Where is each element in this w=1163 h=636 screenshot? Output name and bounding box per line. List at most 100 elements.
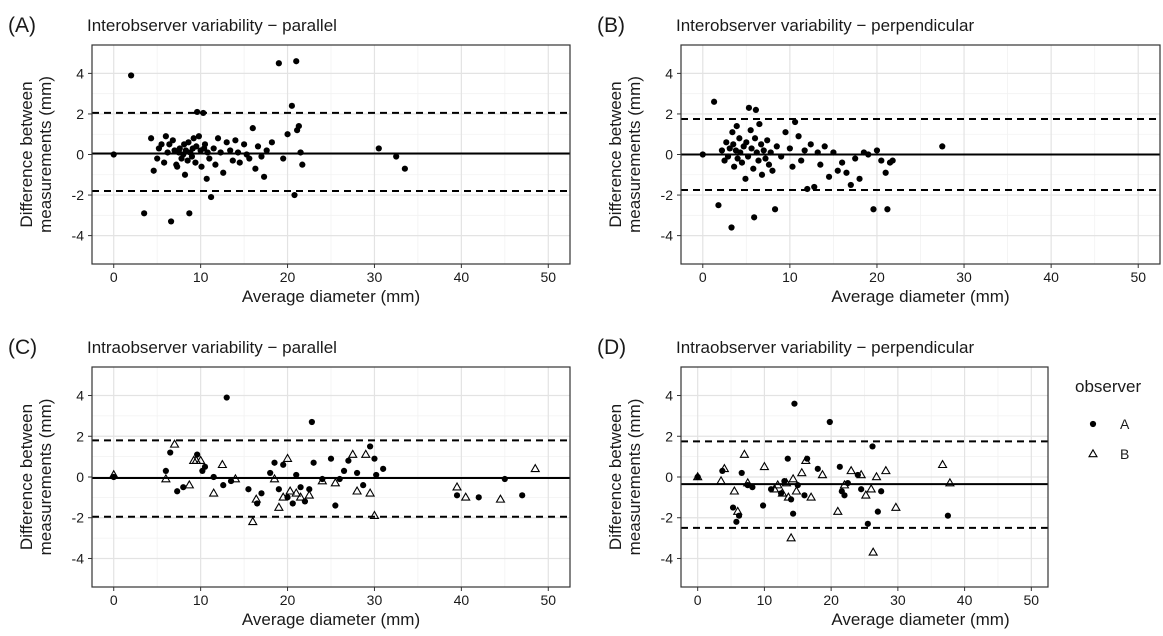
data-point-circle	[220, 482, 227, 489]
data-point-circle	[870, 206, 877, 213]
y-tick-label: 2	[76, 106, 84, 122]
data-point-circle	[878, 488, 885, 495]
data-point-circle	[723, 139, 730, 146]
data-point-circle	[759, 502, 767, 509]
data-point-circle	[371, 455, 378, 462]
data-point-circle	[764, 137, 771, 144]
data-point-triangle	[352, 485, 363, 495]
x-tick-label: 30	[367, 269, 383, 285]
data-point-circle	[744, 482, 751, 489]
data-point-circle	[789, 163, 796, 170]
data-point-circle	[210, 473, 217, 481]
data-point-triangle	[273, 502, 284, 511]
data-point-circle	[847, 181, 854, 189]
data-point-circle	[203, 175, 210, 182]
x-tick-label: 30	[890, 592, 906, 608]
data-point-circle	[733, 518, 740, 525]
data-point-triangle	[230, 473, 241, 483]
y-tick-label: 0	[665, 469, 673, 485]
data-point-triangle	[800, 455, 811, 464]
data-point-circle	[873, 147, 881, 154]
data-point-triangle	[360, 449, 371, 458]
data-point-circle	[719, 467, 726, 474]
data-point-triangle	[839, 479, 850, 489]
data-point-circle	[380, 465, 387, 472]
data-point-circle	[167, 449, 174, 456]
data-point-circle	[839, 159, 846, 166]
x-tick-label: 20	[869, 269, 885, 285]
legend-label-a: A	[1120, 416, 1130, 432]
data-point-circle	[782, 129, 789, 136]
x-axis-label: Average diameter (mm)	[242, 610, 420, 629]
panel-4: 0 10 20 30 40 50 -4 -2 0 2 4 (D) Intraobserver varia…	[597, 336, 1049, 629]
data-point-circle	[188, 153, 196, 160]
y-axis-label-line: Difference between	[17, 404, 36, 550]
data-point-triangle	[169, 439, 180, 448]
data-point-circle	[758, 141, 765, 148]
data-point-circle	[206, 155, 213, 162]
data-point-triangle	[739, 449, 750, 458]
y-axis-label-line: measurements (mm)	[625, 76, 644, 233]
data-point-circle	[194, 108, 201, 116]
data-point-circle	[801, 147, 808, 154]
data-point-circle	[726, 145, 733, 152]
data-point-circle	[767, 149, 774, 156]
data-point-triangle	[806, 492, 817, 501]
data-point-circle	[715, 202, 722, 209]
data-point-circle	[275, 60, 282, 67]
data-point-circle	[227, 147, 234, 154]
data-point-circle	[699, 151, 706, 158]
data-point-triangle	[868, 547, 879, 556]
legend-marker-circle	[1089, 420, 1097, 428]
data-point-circle	[288, 102, 295, 109]
data-point-circle	[236, 159, 243, 166]
data-point-circle	[733, 123, 740, 130]
data-point-triangle	[495, 494, 506, 503]
y-tick-label: 2	[76, 428, 84, 444]
chart-title: Intraobserver variability − perpendicula…	[676, 338, 974, 357]
data-point-circle	[786, 145, 793, 152]
data-point-circle	[736, 135, 743, 142]
panel-label: (B)	[597, 14, 625, 37]
data-point-triangle	[796, 467, 807, 477]
data-point-triangle	[769, 483, 780, 493]
data-point-circle	[249, 125, 256, 132]
data-point-circle	[141, 210, 148, 217]
x-tick-label: 50	[1130, 269, 1146, 285]
data-point-circle	[869, 443, 876, 450]
data-point-circle	[245, 486, 252, 493]
data-point-circle	[771, 206, 779, 213]
x-tick-label: 0	[110, 592, 118, 608]
data-point-circle	[201, 463, 209, 470]
data-point-circle	[791, 400, 798, 407]
data-point-circle	[778, 153, 785, 160]
x-tick-label: 10	[193, 592, 209, 608]
data-point-circle	[765, 161, 773, 168]
data-point-circle	[310, 459, 317, 466]
y-axis-label-line: Difference between	[17, 81, 36, 227]
data-point-circle	[217, 149, 224, 156]
data-point-circle	[162, 467, 169, 474]
x-tick-label: 40	[454, 269, 470, 285]
data-point-circle	[169, 137, 176, 144]
x-tick-label: 40	[454, 592, 470, 608]
y-axis-label-line: measurements (mm)	[625, 399, 644, 556]
data-point-circle	[110, 151, 117, 158]
data-point-triangle	[772, 479, 783, 489]
y-tick-label: 4	[665, 65, 673, 81]
data-point-circle	[821, 143, 828, 150]
data-point-circle	[884, 206, 891, 213]
data-point-circle	[360, 482, 367, 489]
x-tick-label: 10	[193, 269, 209, 285]
data-point-circle	[280, 461, 287, 468]
data-point-circle	[852, 155, 859, 162]
x-tick-label: 50	[540, 592, 556, 608]
data-point-triangle	[317, 475, 328, 485]
x-axis-label: Average diameter (mm)	[831, 287, 1009, 306]
data-point-circle	[856, 175, 863, 182]
data-point-triangle	[160, 473, 171, 483]
panel-3: 0 10 20 30 40 50 -4 -2 0 2 4 (C) Intraobserver varia…	[8, 336, 571, 629]
data-point-circle	[865, 151, 872, 158]
data-point-triangle	[729, 485, 740, 495]
data-point-circle	[790, 510, 797, 517]
